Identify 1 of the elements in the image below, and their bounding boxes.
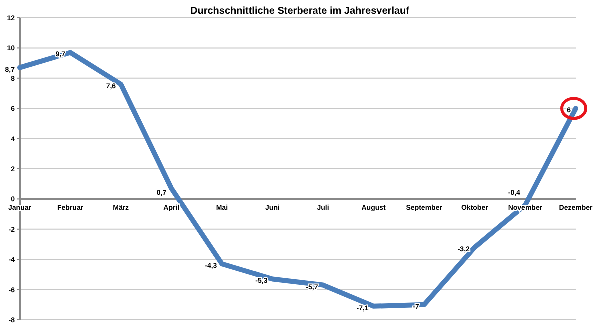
chart-title: Durchschnittliche Sterberate im Jahresverlauf <box>190 6 410 17</box>
